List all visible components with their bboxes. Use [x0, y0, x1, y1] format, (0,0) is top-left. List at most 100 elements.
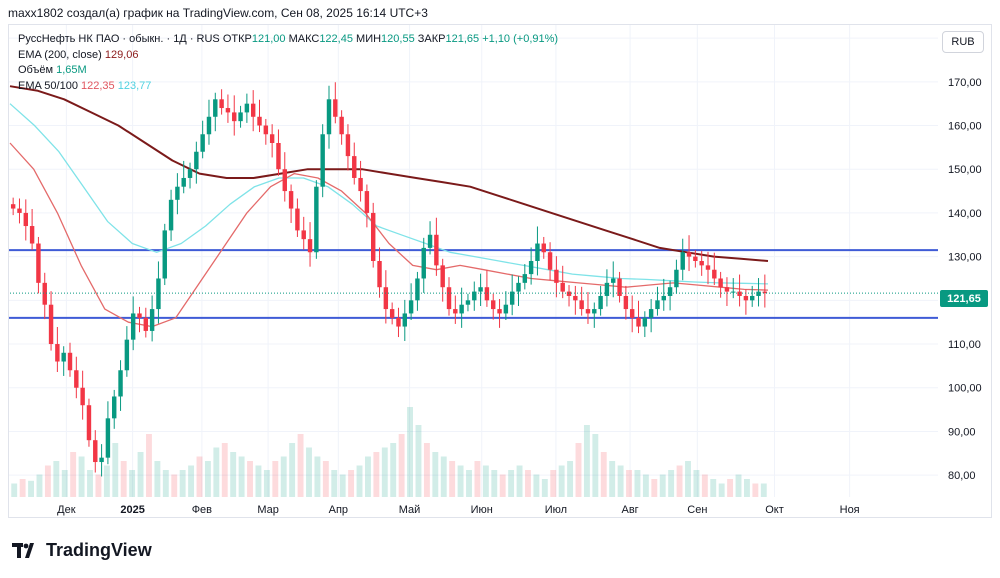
candle-body [219, 99, 224, 109]
volume-bar [685, 461, 691, 497]
volume-bar [11, 483, 18, 497]
volume-bar [263, 470, 270, 497]
candle-body [718, 278, 723, 288]
volume-bar [36, 474, 43, 497]
volume-bar [390, 443, 397, 497]
candle-body [74, 370, 79, 388]
candle-body [491, 300, 496, 310]
volume-bar [61, 470, 68, 497]
ohlc-row: РуссНефть НК ПАО · обыкн. · 1Д · RUS ОТК… [18, 32, 558, 48]
volume-bar [449, 461, 456, 497]
volume-bar [651, 479, 658, 497]
candle-body [598, 295, 603, 310]
candle-body [370, 212, 376, 261]
candle-body [560, 282, 565, 292]
candle-body [699, 261, 704, 266]
tradingview-logo[interactable]: TradingView [12, 540, 152, 561]
candle-body [408, 300, 414, 314]
ema200-row[interactable]: EMA (200, close) 129,06 [18, 48, 558, 64]
candle-body [339, 116, 344, 135]
currency-button[interactable]: RUB [942, 31, 984, 53]
volume-bar [373, 452, 380, 497]
volume-bar [44, 465, 51, 497]
candle-body [611, 278, 616, 283]
volume-bar [162, 470, 169, 497]
y-tick-label: 90,00 [948, 426, 976, 438]
volume-bar [331, 470, 338, 497]
candle-body [86, 405, 92, 441]
volume-bar [213, 447, 220, 497]
y-tick-label: 110,00 [948, 339, 981, 351]
volume-bar [19, 479, 26, 497]
symbol-label[interactable]: РуссНефть НК ПАО · обыкн. · 1Д · RUS [18, 33, 220, 45]
candle-body [434, 234, 439, 266]
candle-body [61, 352, 66, 362]
y-tick-label: 150,00 [948, 164, 982, 176]
candle-body [175, 186, 180, 200]
volume-bar [289, 443, 296, 497]
candle-body [756, 291, 761, 296]
candle-body [232, 112, 237, 122]
volume-bar [221, 443, 228, 497]
candle-body [326, 99, 332, 135]
candle-body [352, 156, 357, 178]
volume-bar [583, 425, 590, 497]
candle-body [648, 309, 654, 318]
volume-bar [727, 479, 734, 497]
candle-body [535, 243, 540, 261]
candle-body [143, 317, 149, 331]
candle-body [415, 278, 420, 301]
volume-bar [204, 461, 211, 497]
ema50100-row[interactable]: EMA 50/100 122,35 123,77 [18, 79, 558, 95]
volume-bar [642, 474, 649, 497]
candle-body [67, 352, 73, 371]
x-tick-label: Апр [329, 504, 348, 516]
candle-body [636, 317, 641, 327]
high-value: 122,45 [319, 33, 353, 45]
x-tick-label: 2025 [120, 504, 144, 516]
volume-bar [247, 461, 253, 497]
ema200-value: 129,06 [104, 48, 139, 61]
candle-body [737, 291, 742, 296]
chart-attribution: maxx1802 создал(а) график на TradingView… [8, 6, 428, 20]
candle-body [269, 134, 275, 143]
x-tick-label: Июн [471, 504, 493, 516]
candle-body [427, 234, 433, 248]
candle-body [655, 300, 660, 310]
chart-frame[interactable] [8, 24, 992, 518]
volume-bar [322, 461, 329, 497]
candle-body [29, 226, 35, 244]
x-tick-label: Июл [545, 504, 567, 516]
candle-body [80, 387, 85, 406]
volume-bar [238, 456, 245, 497]
volume-row[interactable]: Объём 1,65M [18, 63, 558, 79]
chart-legend: РуссНефть НК ПАО · обыкн. · 1Д · RUS ОТК… [18, 32, 558, 94]
volume-bar [525, 470, 531, 497]
candle-body [345, 134, 351, 157]
volume-bar [53, 461, 60, 497]
candle-body [118, 370, 123, 397]
candle-body [162, 230, 167, 279]
volume-bar [491, 470, 498, 497]
candle-body [213, 99, 218, 117]
volume-bar [381, 447, 388, 497]
volume-bar [179, 470, 186, 497]
candle-body [396, 317, 401, 327]
candle-body [592, 309, 597, 314]
volume-bar [567, 461, 574, 497]
candle-body [617, 278, 622, 296]
candle-body [333, 99, 338, 117]
candle-body [762, 291, 768, 294]
candle-body [440, 265, 445, 288]
volume-bar [272, 461, 279, 497]
candle-body [516, 282, 521, 292]
y-tick-label: 170,00 [948, 77, 982, 89]
candle-body [402, 313, 408, 327]
y-tick-label: 160,00 [948, 121, 982, 133]
candle-body [244, 103, 250, 113]
volume-bar [676, 465, 683, 497]
candle-body [48, 304, 54, 345]
volume-bar [735, 474, 742, 497]
volume-bar [28, 480, 35, 497]
